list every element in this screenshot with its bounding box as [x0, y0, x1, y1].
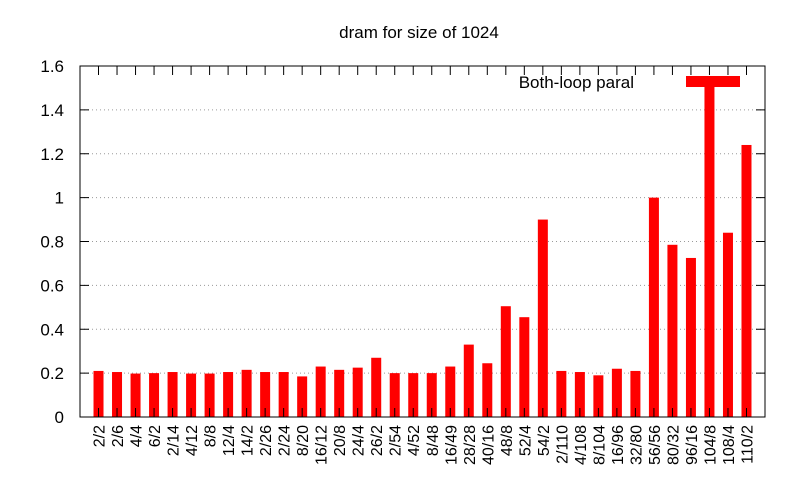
bar	[278, 372, 289, 417]
y-tick-label: 0.8	[40, 233, 64, 252]
x-tick-label: 8/48	[425, 425, 442, 456]
bar	[260, 372, 271, 417]
bar	[537, 219, 548, 417]
bar	[463, 344, 474, 417]
x-tick-label: 2/110	[554, 425, 571, 464]
x-tick-label: 14/2	[240, 425, 257, 456]
x-tick-label: 54/2	[536, 425, 553, 456]
bar	[352, 367, 363, 417]
x-tick-label: 8/8	[203, 425, 220, 447]
bar	[93, 370, 104, 417]
bars-group	[93, 76, 752, 417]
bar	[593, 375, 604, 417]
x-tick-label: 4/108	[573, 425, 590, 465]
x-tick-label: 16/96	[610, 425, 627, 465]
x-tick-label: 32/80	[628, 425, 645, 465]
x-tick-label: 8/104	[591, 425, 608, 465]
bar	[556, 370, 567, 417]
x-tick-label: 16/12	[314, 425, 331, 465]
bar	[149, 373, 160, 417]
x-tick-label: 4/52	[406, 425, 423, 456]
bar	[297, 376, 308, 417]
grid-lines	[80, 109, 765, 374]
bar	[667, 244, 678, 417]
bar	[500, 306, 511, 417]
x-tick-label: 12/4	[221, 425, 238, 456]
bar	[519, 317, 530, 417]
x-tick-label: 2/6	[110, 425, 127, 447]
y-tick-label: 0.2	[40, 364, 64, 383]
bar	[408, 373, 419, 417]
bar	[241, 369, 252, 417]
x-tick-label: 6/2	[147, 425, 164, 447]
bar	[741, 144, 752, 417]
bar	[630, 370, 641, 417]
y-tick-label: 1	[55, 189, 64, 208]
legend: Both-loop paral	[519, 73, 740, 92]
x-tick-label: 24/4	[351, 425, 368, 456]
bar	[334, 369, 345, 417]
x-tick-label: 2/26	[258, 425, 275, 456]
bar	[426, 373, 437, 417]
bar	[371, 357, 382, 417]
bar	[223, 372, 234, 417]
x-tick-label: 28/28	[462, 425, 479, 465]
legend-label: Both-loop paral	[519, 73, 634, 92]
bar	[685, 257, 696, 417]
x-tick-label: 52/4	[517, 425, 534, 456]
bar	[186, 373, 197, 417]
x-tick-label: 108/4	[721, 425, 738, 465]
x-tick-label: 2/54	[388, 425, 405, 456]
x-tick-label: 40/16	[480, 425, 497, 465]
bar	[315, 366, 326, 417]
bar	[389, 373, 400, 417]
x-tick-label: 56/56	[647, 425, 664, 465]
bar	[482, 363, 493, 417]
bar	[704, 76, 715, 417]
plot-frame	[79, 65, 766, 418]
x-tick-label: 96/16	[684, 425, 701, 465]
bar	[130, 373, 141, 417]
y-tick-label: 0.4	[40, 320, 64, 339]
x-tick-label: 2/24	[277, 425, 294, 456]
y-tick-label: 1.6	[40, 57, 64, 76]
y-axis: 0 0.2 0.4 0.6 0.8 1 1.2 1.4 1.6	[40, 57, 765, 427]
x-tick-label: 48/8	[499, 425, 516, 456]
x-tick-label: 20/8	[332, 425, 349, 456]
chart-title: dram for size of 1024	[339, 23, 499, 42]
x-tick-label: 110/2	[739, 425, 756, 464]
x-tick-label: 8/20	[295, 425, 312, 456]
y-tick-label: 1.2	[40, 145, 64, 164]
bar	[445, 366, 456, 417]
y-tick-label: 0.6	[40, 276, 64, 295]
bar	[167, 372, 178, 417]
x-axis: 2/2 2/6 4/4 6/2 2/14 4/12 8/8 12/4 14/2 2/26 2/24 8…	[92, 66, 756, 465]
x-tick-label: 104/8	[702, 425, 719, 465]
x-tick-label: 4/4	[129, 425, 146, 447]
bar	[112, 372, 123, 417]
y-tick-label: 0	[55, 408, 64, 427]
x-tick-label: 4/12	[184, 425, 201, 456]
bar	[722, 232, 733, 417]
bar	[611, 368, 622, 417]
x-tick-label: 2/14	[166, 425, 183, 456]
bar	[648, 197, 659, 417]
x-tick-label: 26/2	[369, 425, 386, 456]
bar	[204, 373, 215, 417]
x-tick-label: 2/2	[92, 425, 109, 447]
x-tick-label: 16/49	[443, 425, 460, 465]
bar	[574, 372, 585, 417]
y-tick-label: 1.4	[40, 101, 64, 120]
legend-swatch	[686, 76, 740, 87]
x-tick-label: 80/32	[665, 425, 682, 465]
